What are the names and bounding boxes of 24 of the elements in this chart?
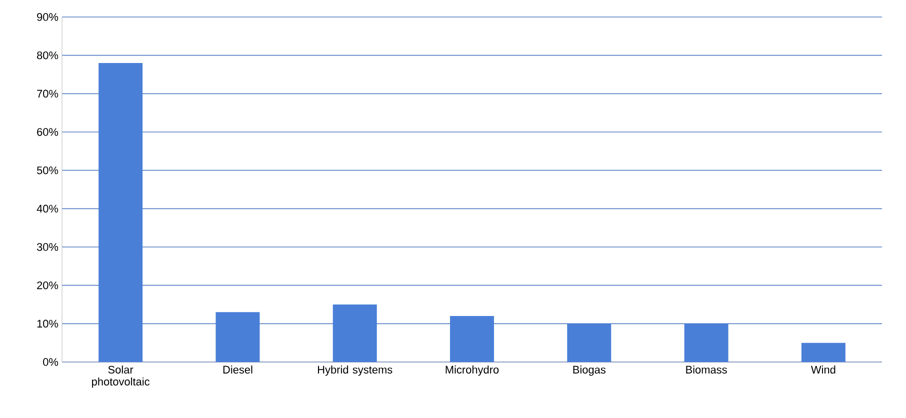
y-tick-label: 60% bbox=[37, 128, 58, 136]
x-tick-label: Wind bbox=[810, 366, 836, 374]
bar bbox=[98, 63, 143, 362]
y-tick-label: 50% bbox=[36, 166, 58, 174]
x-tick-label: Microhydro bbox=[446, 366, 499, 376]
y-tick-label: 40% bbox=[36, 204, 58, 213]
bar bbox=[567, 324, 612, 362]
x-tick-label: Solar photovoltaic bbox=[92, 366, 150, 388]
x-tick-label: Hybrid systems bbox=[318, 366, 392, 376]
y-tick-label: 80% bbox=[37, 51, 58, 60]
y-tick-label: 20% bbox=[37, 281, 58, 290]
bar bbox=[684, 324, 728, 362]
y-tick-label: 70% bbox=[37, 90, 58, 98]
y-tick-label: 90% bbox=[37, 13, 58, 21]
y-tick-label: 10% bbox=[37, 320, 58, 328]
x-tick-label: Diesel bbox=[223, 366, 252, 374]
x-tick-label: Biomass bbox=[686, 366, 727, 374]
y-tick-label: 0% bbox=[43, 358, 58, 366]
x-tick-label: Biogas bbox=[573, 366, 606, 376]
bar bbox=[332, 304, 377, 362]
bar bbox=[216, 312, 260, 362]
bar bbox=[450, 316, 494, 362]
y-tick-label: 30% bbox=[36, 243, 58, 251]
bar bbox=[801, 342, 846, 362]
